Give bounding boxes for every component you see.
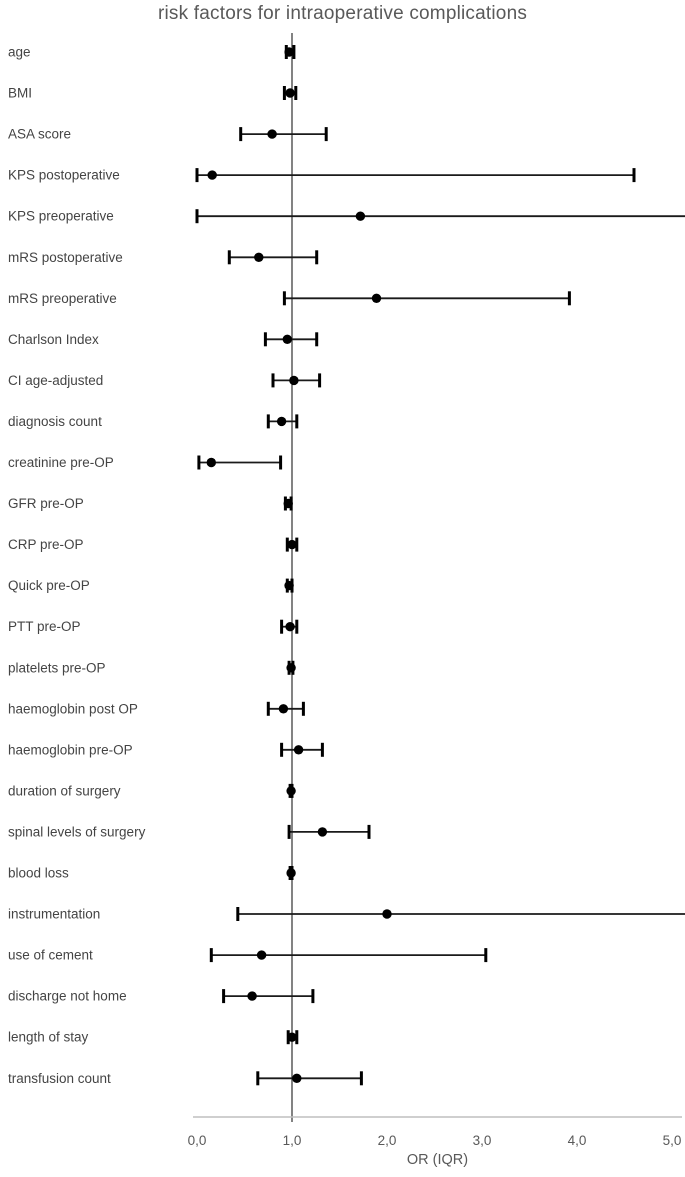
- row-label: instrumentation: [8, 907, 100, 922]
- or-point-marker: [285, 88, 295, 98]
- forest-row: haemoglobin pre-OP: [8, 742, 324, 757]
- forest-row: length of stay: [8, 1030, 299, 1045]
- row-label: CI age-adjusted: [8, 373, 103, 388]
- x-tick-label: 3,0: [473, 1133, 492, 1148]
- forest-row: ASA score: [8, 127, 328, 142]
- forest-row: discharge not home: [8, 989, 315, 1004]
- or-point-marker: [287, 1032, 297, 1042]
- forest-row: haemoglobin post OP: [8, 701, 305, 716]
- or-point-marker: [276, 416, 287, 427]
- or-point-marker: [284, 580, 294, 591]
- or-point-marker: [284, 47, 294, 57]
- row-label: spinal levels of surgery: [8, 824, 146, 839]
- or-point-marker: [286, 663, 296, 673]
- forest-row: age: [8, 45, 296, 60]
- or-point-marker: [287, 539, 297, 550]
- or-point-marker: [254, 252, 264, 262]
- or-point-marker: [286, 868, 296, 878]
- forest-row: mRS postoperative: [8, 250, 319, 265]
- x-tick-label: 4,0: [568, 1133, 587, 1148]
- or-point-marker: [371, 293, 382, 303]
- or-point-marker: [292, 1073, 302, 1084]
- x-tick-label: 2,0: [378, 1133, 397, 1148]
- or-point-marker: [293, 745, 304, 755]
- or-point-marker: [317, 827, 328, 837]
- row-label: Quick pre-OP: [8, 578, 90, 593]
- row-label: platelets pre-OP: [8, 660, 106, 675]
- or-point-marker: [289, 375, 299, 386]
- or-point-marker: [282, 334, 292, 344]
- forest-row: Quick pre-OP: [8, 578, 294, 593]
- x-tick-label: 1,0: [283, 1133, 302, 1148]
- forest-row: Charlson Index: [8, 332, 319, 347]
- row-label: KPS postoperative: [8, 168, 120, 183]
- chart-title: risk factors for intraoperative complica…: [157, 3, 528, 24]
- forest-row: blood loss: [8, 866, 296, 881]
- forest-row: GFR pre-OP: [8, 496, 293, 511]
- or-point-marker: [283, 498, 293, 509]
- forest-row: BMI: [8, 86, 298, 101]
- row-label: transfusion count: [8, 1071, 111, 1086]
- row-label: PTT pre-OP: [8, 619, 81, 634]
- or-point-marker: [286, 786, 296, 796]
- or-point-marker: [256, 950, 267, 960]
- forest-row: duration of surgery: [8, 783, 296, 798]
- forest-row: mRS preoperative: [8, 291, 571, 306]
- forest-row: CRP pre-OP: [8, 537, 299, 552]
- or-point-marker: [355, 211, 366, 221]
- forest-row: instrumentation: [8, 907, 685, 922]
- or-point-marker: [206, 457, 216, 468]
- row-label: KPS preoperative: [8, 209, 114, 224]
- row-label: mRS postoperative: [8, 250, 123, 265]
- or-point-marker: [382, 909, 392, 919]
- row-label: ASA score: [8, 127, 71, 142]
- or-point-marker: [278, 704, 289, 714]
- forest-row: CI age-adjusted: [8, 373, 322, 388]
- row-label: use of cement: [8, 948, 93, 963]
- row-label: CRP pre-OP: [8, 537, 84, 552]
- x-axis-title: OR (IQR): [406, 1152, 469, 1168]
- forest-row: creatinine pre-OP: [8, 455, 283, 470]
- row-label: BMI: [8, 86, 32, 101]
- or-point-marker: [207, 170, 217, 180]
- row-label: duration of surgery: [8, 783, 121, 798]
- forest-row: platelets pre-OP: [8, 660, 296, 675]
- forest-row: use of cement: [8, 948, 488, 963]
- row-label: GFR pre-OP: [8, 496, 84, 511]
- x-tick-label: 5,0: [663, 1133, 682, 1148]
- forest-row: KPS postoperative: [8, 168, 636, 183]
- row-label: length of stay: [8, 1030, 89, 1045]
- or-point-marker: [285, 622, 295, 632]
- forest-row: PTT pre-OP: [8, 619, 299, 634]
- or-point-marker: [247, 991, 257, 1001]
- row-label: mRS preoperative: [8, 291, 117, 306]
- or-point-marker: [267, 129, 277, 139]
- forest-row: KPS preoperative: [8, 209, 685, 224]
- row-label: discharge not home: [8, 989, 127, 1004]
- row-label: creatinine pre-OP: [8, 455, 114, 470]
- row-label: Charlson Index: [8, 332, 99, 347]
- row-label: age: [8, 45, 31, 60]
- row-label: blood loss: [8, 866, 69, 881]
- row-label: haemoglobin pre-OP: [8, 742, 133, 757]
- forest-row: diagnosis count: [8, 414, 299, 429]
- x-tick-label: 0,0: [188, 1133, 207, 1148]
- row-label: haemoglobin post OP: [8, 701, 138, 716]
- forest-row: transfusion count: [8, 1071, 363, 1086]
- forest-row: spinal levels of surgery: [8, 824, 371, 839]
- row-label: diagnosis count: [8, 414, 102, 429]
